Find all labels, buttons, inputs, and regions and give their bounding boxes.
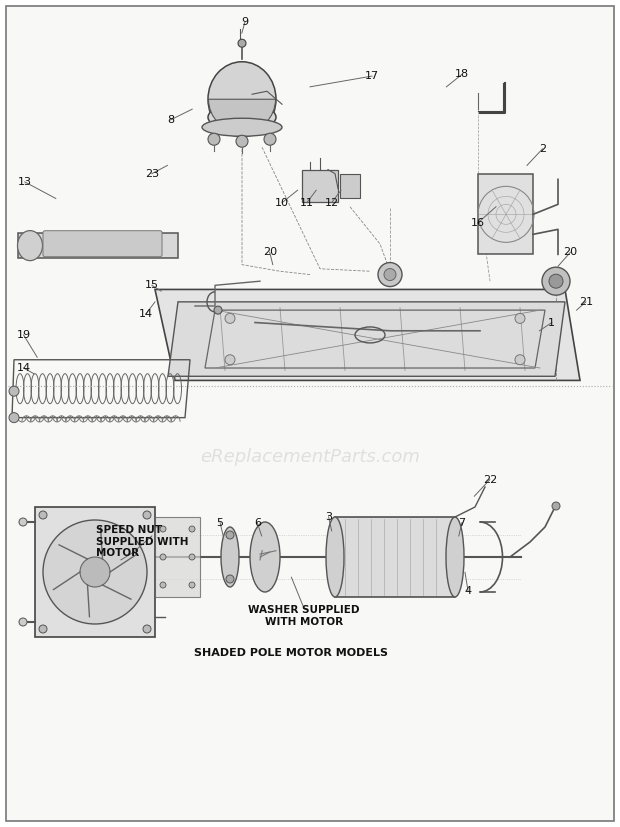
Polygon shape xyxy=(18,233,178,258)
Text: eReplacementParts.com: eReplacementParts.com xyxy=(200,447,420,466)
Circle shape xyxy=(39,511,47,519)
Ellipse shape xyxy=(326,517,344,597)
Circle shape xyxy=(19,518,27,526)
Text: 19: 19 xyxy=(17,330,30,340)
Circle shape xyxy=(552,502,560,510)
Text: 6: 6 xyxy=(254,518,261,528)
Circle shape xyxy=(542,267,570,295)
Circle shape xyxy=(39,625,47,633)
Circle shape xyxy=(378,262,402,287)
Circle shape xyxy=(226,575,234,583)
Text: 22: 22 xyxy=(483,475,497,485)
Text: 15: 15 xyxy=(145,280,159,290)
Circle shape xyxy=(384,269,396,280)
Circle shape xyxy=(214,306,222,314)
Ellipse shape xyxy=(17,231,43,261)
FancyBboxPatch shape xyxy=(335,517,455,597)
Text: 17: 17 xyxy=(365,71,379,81)
Circle shape xyxy=(549,275,563,288)
Circle shape xyxy=(236,136,248,147)
Text: 3: 3 xyxy=(325,512,332,522)
Ellipse shape xyxy=(250,522,280,592)
Text: 8: 8 xyxy=(167,115,174,125)
Ellipse shape xyxy=(202,118,282,136)
Circle shape xyxy=(160,526,166,532)
Ellipse shape xyxy=(208,103,276,131)
Text: 23: 23 xyxy=(145,169,159,179)
Text: 20: 20 xyxy=(263,247,277,257)
FancyBboxPatch shape xyxy=(155,517,200,597)
Text: 4: 4 xyxy=(464,586,472,596)
FancyBboxPatch shape xyxy=(302,170,338,202)
Ellipse shape xyxy=(446,517,464,597)
Circle shape xyxy=(208,133,220,146)
Circle shape xyxy=(189,526,195,532)
FancyBboxPatch shape xyxy=(478,174,533,255)
Text: 20: 20 xyxy=(564,247,577,257)
Text: SHADED POLE MOTOR MODELS: SHADED POLE MOTOR MODELS xyxy=(195,648,388,658)
Ellipse shape xyxy=(221,527,239,587)
FancyBboxPatch shape xyxy=(340,174,360,198)
Text: 13: 13 xyxy=(18,177,32,187)
Circle shape xyxy=(80,557,110,587)
Circle shape xyxy=(238,39,246,47)
Circle shape xyxy=(19,618,27,626)
Circle shape xyxy=(9,413,19,423)
Text: 16: 16 xyxy=(471,218,484,228)
Text: 12: 12 xyxy=(325,198,339,208)
FancyBboxPatch shape xyxy=(35,507,155,637)
Text: 14: 14 xyxy=(139,309,153,319)
Text: 2: 2 xyxy=(539,144,546,154)
Text: 10: 10 xyxy=(275,198,289,208)
Text: 11: 11 xyxy=(300,198,314,208)
Circle shape xyxy=(515,355,525,365)
Text: SPEED NUT
SUPPLIED WITH
MOTOR: SPEED NUT SUPPLIED WITH MOTOR xyxy=(96,525,188,558)
Circle shape xyxy=(160,582,166,588)
Circle shape xyxy=(264,133,276,146)
Text: 14: 14 xyxy=(17,363,30,373)
FancyBboxPatch shape xyxy=(43,231,162,256)
Circle shape xyxy=(143,511,151,519)
Text: 7: 7 xyxy=(458,518,466,528)
Circle shape xyxy=(189,554,195,560)
Polygon shape xyxy=(155,289,580,380)
Circle shape xyxy=(515,313,525,323)
Circle shape xyxy=(143,625,151,633)
Text: 18: 18 xyxy=(455,69,469,79)
Wedge shape xyxy=(208,99,275,133)
Text: 5: 5 xyxy=(216,518,224,528)
Text: WASHER SUPPLIED
WITH MOTOR: WASHER SUPPLIED WITH MOTOR xyxy=(248,605,360,627)
Circle shape xyxy=(9,386,19,396)
Text: 9: 9 xyxy=(241,17,249,27)
Circle shape xyxy=(225,355,235,365)
Ellipse shape xyxy=(208,62,276,136)
Circle shape xyxy=(43,520,147,624)
Circle shape xyxy=(160,554,166,560)
Text: 21: 21 xyxy=(579,297,593,307)
Polygon shape xyxy=(168,302,565,376)
Circle shape xyxy=(226,531,234,539)
Circle shape xyxy=(225,313,235,323)
Text: 1: 1 xyxy=(548,318,556,327)
Circle shape xyxy=(189,582,195,588)
